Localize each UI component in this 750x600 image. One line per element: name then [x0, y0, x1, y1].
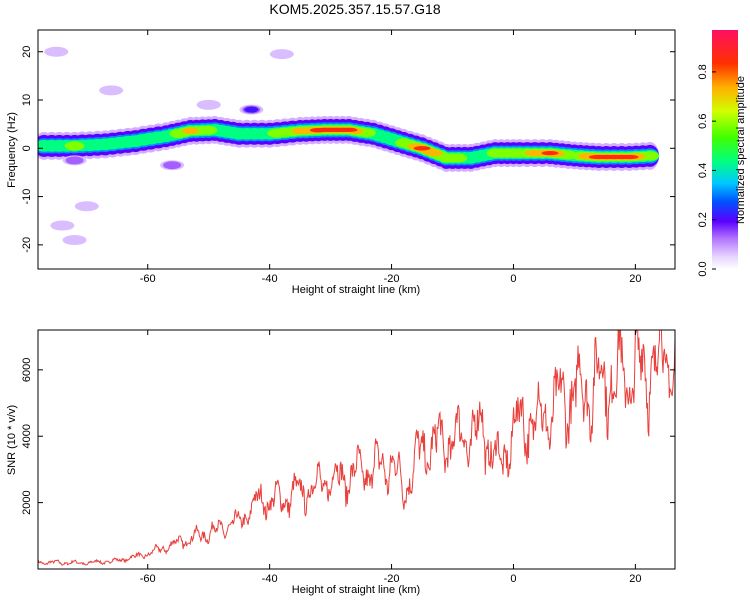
x-tick-label: -20 [384, 573, 400, 585]
spectrogram-y-ticks: -20 -10 0 10 20 [21, 46, 675, 253]
colorbar-tick-label: 0.8 [697, 64, 709, 79]
snr-x-ticks: -60 -40 -20 0 20 [140, 330, 642, 585]
patch-mid [65, 156, 84, 165]
y-tick-label: 2000 [21, 490, 33, 514]
patch-3 [269, 49, 294, 60]
colorbar-tick-label: 0.0 [697, 261, 709, 276]
patch-0 [239, 104, 264, 115]
patch-outer [99, 85, 124, 96]
spectrogram-y-label: Frequency (Hz) [6, 112, 18, 188]
colorbar-tick-label: 0.4 [697, 163, 709, 178]
x-tick-label: 20 [629, 573, 641, 585]
patch-outer [62, 235, 87, 246]
patch-6 [74, 201, 99, 212]
x-tick-label: 20 [629, 273, 641, 285]
ridge-level-6 [309, 127, 639, 160]
ridge-cell [200, 125, 218, 135]
snr-panel: -60 -40 -20 0 20 2000 4000 6000 Height of stra… [6, 329, 676, 596]
ridge-cell [340, 127, 358, 133]
patch-5 [50, 220, 75, 231]
figure-title: KOM5.2025.357.15.57.G18 [269, 1, 440, 17]
patch-9 [196, 99, 221, 110]
ridge-cell [181, 127, 199, 135]
spectrogram-image [38, 46, 660, 246]
snr-frame [37, 329, 676, 570]
snr-y-ticks: 2000 4000 6000 [21, 358, 675, 515]
y-tick-label: 4000 [21, 424, 33, 448]
colorbar-label: Normalized spectral amplitude [735, 76, 747, 224]
patch-outer [50, 220, 75, 231]
x-tick-label: -40 [262, 273, 278, 285]
y-tick-label: 10 [21, 94, 33, 106]
ridge-cell [64, 141, 85, 151]
x-tick-label: -20 [384, 273, 400, 285]
spectrogram-x-label: Height of straight line (km) [292, 284, 420, 296]
patch-outer [44, 46, 69, 57]
colorbar-tick-label: 0.2 [697, 212, 709, 227]
colorbar-tick-label: 0.6 [697, 114, 709, 129]
colorbar: 0.0 0.2 0.4 0.6 0.8 Normalized spectral ampl… [697, 30, 747, 277]
patch-8 [44, 46, 69, 57]
y-tick-label: 0 [21, 145, 33, 151]
ridge-cell [450, 153, 468, 163]
y-tick-label: 20 [21, 46, 33, 58]
patch-outer [196, 99, 221, 110]
x-tick-label: 0 [510, 573, 516, 585]
ridge-cell [413, 146, 431, 151]
y-tick-label: -10 [21, 189, 33, 205]
x-tick-label: -60 [140, 273, 156, 285]
patch-4 [99, 85, 124, 96]
colorbar-ticks: 0.0 0.2 0.4 0.6 0.8 [697, 64, 716, 277]
patch-outer [269, 49, 294, 60]
spectrogram-x-ticks: -60 -40 -20 0 20 [140, 30, 642, 285]
y-tick-label: -20 [21, 237, 33, 253]
x-tick-label: -60 [140, 573, 156, 585]
patch-outer [74, 201, 99, 212]
ridge-cell [425, 149, 443, 157]
y-tick-label: 6000 [21, 358, 33, 382]
spectrogram-panel: -60 -40 -20 0 20 -20 -10 0 10 20 Height of strai… [6, 29, 676, 296]
patch-core [244, 106, 259, 113]
snr-x-label: Height of straight line (km) [292, 584, 420, 596]
colorbar-gradient [712, 30, 738, 269]
ridge-cell [620, 154, 639, 160]
x-tick-label: 0 [510, 273, 516, 285]
patch-mid [163, 161, 182, 170]
patch-7 [62, 235, 87, 246]
snr-y-label: SNR (10 * v/v) [6, 405, 18, 475]
x-tick-label: -40 [262, 573, 278, 585]
snr-series-line [38, 330, 675, 566]
patch-1 [160, 160, 185, 171]
patch-2 [62, 155, 87, 166]
ridge-cell [640, 151, 660, 161]
spectrogram-frame [37, 29, 676, 270]
ridge-cell [541, 150, 559, 156]
